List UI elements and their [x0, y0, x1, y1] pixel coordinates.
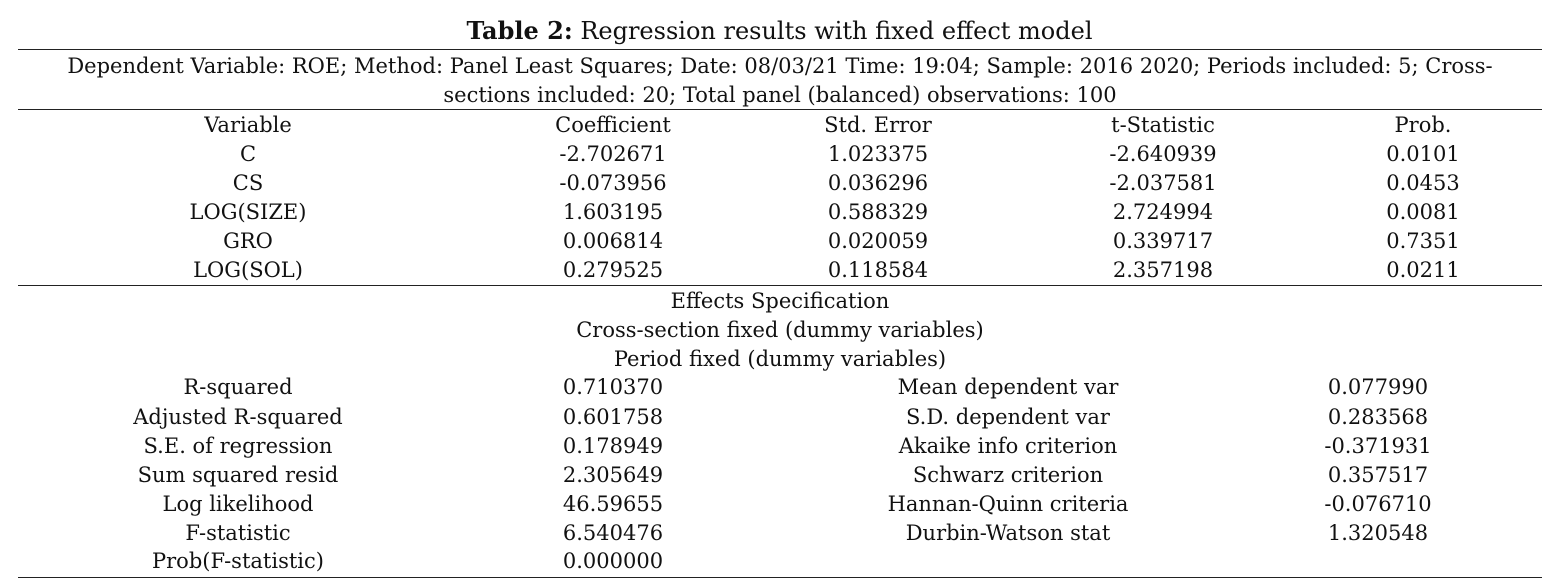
stat-label-right: Hannan-Quinn criteria	[887, 492, 1129, 516]
stat-value-left: 0.178949	[562, 434, 664, 458]
stat-value-right: -0.076710	[1324, 492, 1432, 516]
stats-row: Prob(F-statistic) 0.000000	[18, 547, 1542, 576]
stat-value-left: 0.601758	[562, 405, 664, 429]
cell-variable: CS	[232, 171, 264, 195]
cell-prob: 0.0081	[1386, 200, 1460, 224]
cell-variable: C	[239, 142, 257, 166]
bottom-rule	[18, 577, 1542, 578]
stat-label-left: R-squared	[183, 375, 293, 399]
cell-std-error: 0.588329	[827, 200, 929, 224]
stat-label-left: Sum squared resid	[137, 463, 339, 487]
cell-t-statistic: -2.640939	[1109, 142, 1217, 166]
stats-row: R-squared 0.710370 Mean dependent var 0.…	[18, 373, 1542, 402]
table-row: GRO 0.006814 0.020059 0.339717 0.7351	[18, 227, 1542, 256]
stat-label-right: Schwarz criterion	[912, 463, 1104, 487]
cell-t-statistic: 2.724994	[1112, 200, 1214, 224]
cell-coefficient: -0.073956	[559, 171, 667, 195]
stat-label-left: F-statistic	[185, 521, 291, 545]
stat-value-left: 0.000000	[562, 549, 664, 573]
table-title-label: Table 2:	[466, 16, 573, 45]
effects-line-2: Period fixed (dummy variables)	[613, 347, 947, 371]
header-coefficient: Coefficient	[555, 113, 671, 137]
header-t-statistic: t-Statistic	[1111, 113, 1215, 137]
table-row: C -2.702671 1.023375 -2.640939 0.0101	[18, 140, 1542, 169]
header-rule	[18, 109, 1542, 110]
stats-row: Sum squared resid 2.305649 Schwarz crite…	[18, 461, 1542, 490]
stat-value-left: 2.305649	[562, 463, 664, 487]
effects-heading: Effects Specification	[670, 289, 890, 313]
stat-value-right: 1.320548	[1327, 521, 1429, 545]
stat-label-right: Akaike info criterion	[898, 434, 1118, 458]
stat-label-left: Log likelihood	[162, 492, 314, 516]
cell-coefficient: 1.603195	[562, 200, 664, 224]
table-title-text: Regression results with fixed effect mod…	[572, 17, 1093, 45]
cell-prob: 0.0211	[1386, 258, 1460, 282]
header-variable: Variable	[204, 113, 292, 137]
stat-value-left: 0.710370	[562, 375, 664, 399]
stat-label-left: S.E. of regression	[143, 434, 333, 458]
stat-label-right: Durbin-Watson stat	[905, 521, 1111, 545]
stat-value-right: 0.357517	[1327, 463, 1429, 487]
cell-variable: GRO	[223, 229, 273, 253]
cell-std-error: 0.020059	[827, 229, 929, 253]
table-description: Dependent Variable: ROE; Method: Panel L…	[18, 52, 1542, 110]
stat-value-right: 0.283568	[1327, 405, 1429, 429]
stat-value-right: 0.077990	[1327, 375, 1429, 399]
stats-row: S.E. of regression 0.178949 Akaike info …	[18, 432, 1542, 461]
stat-value-right: -0.371931	[1324, 434, 1432, 458]
effects-line-1: Cross-section fixed (dummy variables)	[576, 318, 984, 342]
stat-value-left: 46.59655	[562, 492, 664, 516]
cell-variable: LOG(SIZE)	[189, 200, 307, 224]
table-row: LOG(SIZE) 1.603195 0.588329 2.724994 0.0…	[18, 198, 1542, 227]
header-prob: Prob.	[1394, 113, 1452, 137]
table-title: Table 2: Regression results with fixed e…	[0, 14, 1559, 48]
cell-t-statistic: 0.339717	[1112, 229, 1214, 253]
stat-label-left: Adjusted R-squared	[133, 405, 343, 429]
stats-row: Adjusted R-squared 0.601758 S.D. depende…	[18, 403, 1542, 432]
cell-prob: 0.0453	[1386, 171, 1460, 195]
description-line-1: Dependent Variable: ROE; Method: Panel L…	[67, 54, 1493, 78]
cell-coefficient: 0.279525	[562, 258, 664, 282]
cell-prob: 0.0101	[1386, 142, 1460, 166]
cell-t-statistic: 2.357198	[1112, 258, 1214, 282]
cell-coefficient: -2.702671	[559, 142, 667, 166]
description-line-2: sections included: 20; Total panel (bala…	[443, 83, 1117, 107]
cell-std-error: 0.118584	[827, 258, 929, 282]
table-row: CS -0.073956 0.036296 -2.037581 0.0453	[18, 169, 1542, 198]
table-row: LOG(SOL) 0.279525 0.118584 2.357198 0.02…	[18, 256, 1542, 285]
header-std-error: Std. Error	[824, 113, 932, 137]
stat-label-right: S.D. dependent var	[906, 405, 1110, 429]
stats-row: F-statistic 6.540476 Durbin-Watson stat …	[18, 519, 1542, 548]
stat-label-right: Mean dependent var	[897, 375, 1119, 399]
cell-prob: 0.7351	[1386, 229, 1460, 253]
cell-coefficient: 0.006814	[562, 229, 664, 253]
cell-variable: LOG(SOL)	[193, 258, 303, 282]
cell-std-error: 0.036296	[827, 171, 929, 195]
cell-std-error: 1.023375	[827, 142, 929, 166]
stats-row: Log likelihood 46.59655 Hannan-Quinn cri…	[18, 490, 1542, 519]
cell-t-statistic: -2.037581	[1109, 171, 1217, 195]
top-rule	[18, 49, 1542, 50]
stat-label-left: Prob(F-statistic)	[152, 549, 324, 573]
table-header-row: Variable Coefficient Std. Error t-Statis…	[18, 111, 1542, 140]
stat-value-left: 6.540476	[562, 521, 664, 545]
effects-rule	[18, 285, 1542, 286]
